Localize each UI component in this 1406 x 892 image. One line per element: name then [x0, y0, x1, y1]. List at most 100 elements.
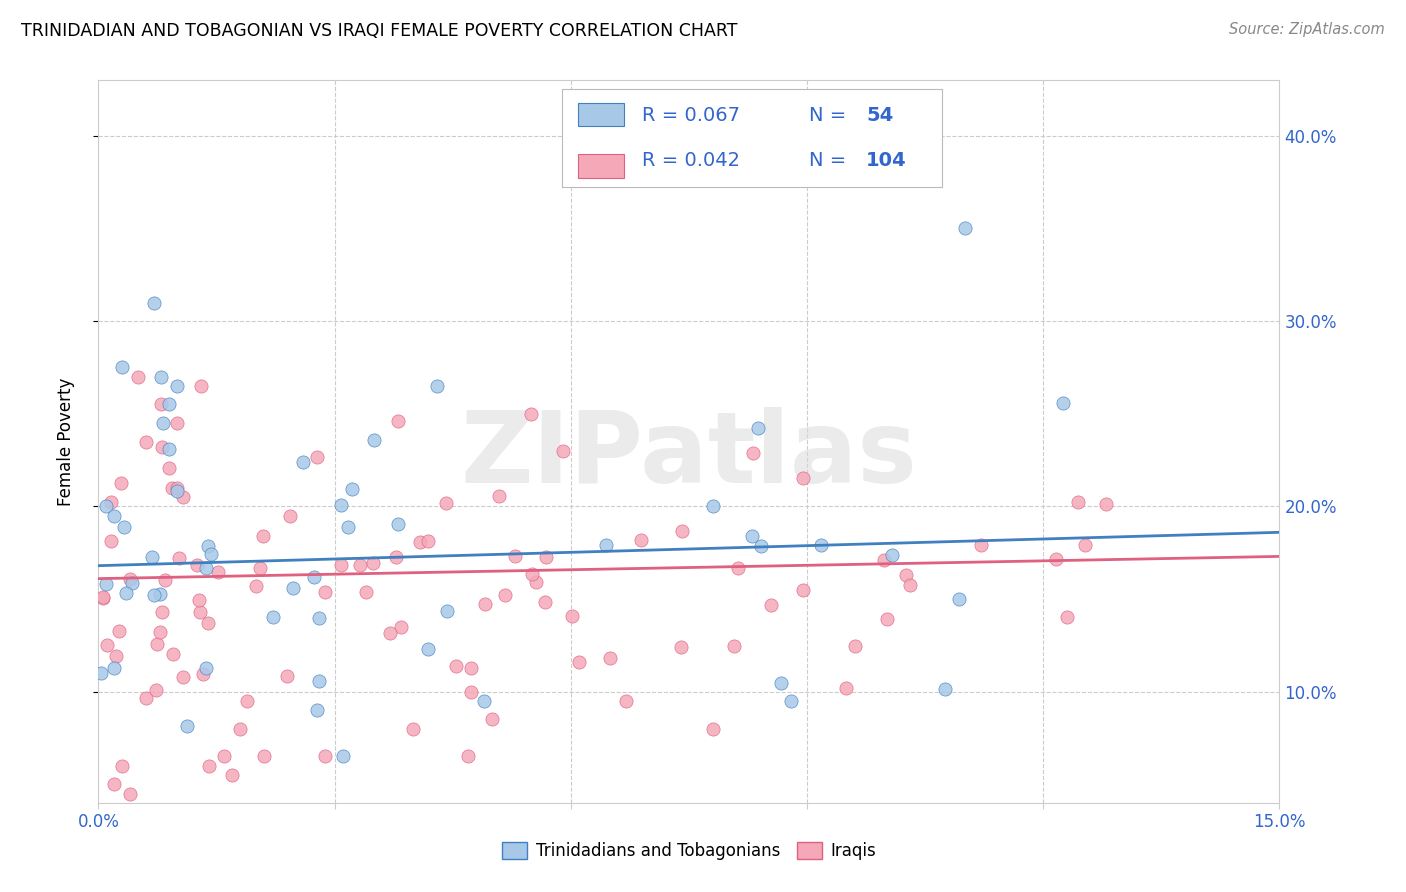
Point [595, 537, 617, 551]
Point [96, 638, 118, 652]
Point [741, 446, 763, 460]
Point [727, 560, 749, 574]
Point [302, 570, 325, 584]
Point [472, 694, 495, 708]
Point [194, 660, 217, 674]
Point [330, 499, 353, 513]
Point [702, 500, 724, 514]
Point [307, 703, 329, 717]
Point [561, 608, 583, 623]
Point [150, 605, 173, 619]
Point [614, 694, 637, 708]
Point [157, 461, 180, 475]
Point [166, 379, 188, 393]
Point [1052, 396, 1074, 410]
Point [108, 624, 131, 639]
Point [166, 482, 188, 496]
Point [835, 681, 858, 696]
Point [188, 593, 211, 607]
Point [934, 681, 956, 696]
Point [747, 421, 769, 435]
Point [810, 538, 832, 552]
Point [1073, 538, 1095, 552]
Point [91, 591, 114, 606]
Point [121, 575, 143, 590]
Point [337, 520, 360, 534]
Point [197, 758, 219, 772]
Point [457, 749, 479, 764]
Text: 104: 104 [866, 152, 907, 170]
Point [188, 605, 211, 619]
Point [103, 661, 125, 675]
Point [118, 787, 141, 801]
Point [149, 587, 172, 601]
Point [150, 369, 173, 384]
Point [146, 637, 169, 651]
Point [520, 566, 543, 581]
Point [671, 640, 693, 654]
Point [127, 369, 149, 384]
Point [434, 496, 457, 510]
Y-axis label: Female Poverty: Female Poverty [56, 377, 75, 506]
Point [167, 550, 190, 565]
Point [91, 590, 114, 604]
Point [948, 592, 970, 607]
Point [378, 626, 401, 640]
Point [197, 539, 219, 553]
Point [103, 777, 125, 791]
Point [402, 722, 425, 736]
Point [494, 588, 516, 602]
Point [100, 494, 122, 508]
Text: Source: ZipAtlas.com: Source: ZipAtlas.com [1229, 22, 1385, 37]
Point [749, 539, 772, 553]
Point [387, 517, 409, 532]
Point [384, 550, 406, 565]
Point [460, 685, 482, 699]
Point [671, 524, 693, 538]
Point [418, 533, 440, 548]
Point [141, 549, 163, 564]
Legend: Trinidadians and Tobagonians, Iraqis: Trinidadians and Tobagonians, Iraqis [495, 835, 883, 867]
Point [194, 561, 217, 575]
Point [792, 471, 814, 485]
Text: 54: 54 [866, 106, 893, 125]
Point [276, 669, 298, 683]
Point [245, 579, 267, 593]
Point [150, 397, 173, 411]
Point [118, 573, 141, 587]
Point [308, 673, 330, 688]
Point [873, 552, 896, 566]
Point [96, 500, 118, 514]
Text: R = 0.042: R = 0.042 [643, 152, 740, 170]
Point [157, 397, 180, 411]
Point [253, 749, 276, 764]
Point [551, 443, 574, 458]
Point [200, 547, 222, 561]
Point [96, 577, 118, 591]
Point [152, 416, 174, 430]
Point [389, 620, 412, 634]
Point [387, 414, 409, 428]
Point [894, 568, 917, 582]
Point [844, 640, 866, 654]
Point [103, 508, 125, 523]
Point [150, 441, 173, 455]
Point [702, 722, 724, 736]
Point [160, 481, 183, 495]
Point [162, 647, 184, 661]
Point [281, 581, 304, 595]
Point [100, 534, 122, 549]
Point [214, 749, 236, 764]
Point [314, 585, 336, 599]
Point [1095, 497, 1118, 511]
Point [142, 588, 165, 602]
Point [172, 670, 194, 684]
Point [190, 379, 212, 393]
Point [409, 534, 432, 549]
Text: ZIPatlas: ZIPatlas [461, 408, 917, 505]
Point [197, 616, 219, 631]
Point [356, 585, 378, 599]
Point [418, 642, 440, 657]
Point [236, 693, 259, 707]
Point [112, 519, 135, 533]
